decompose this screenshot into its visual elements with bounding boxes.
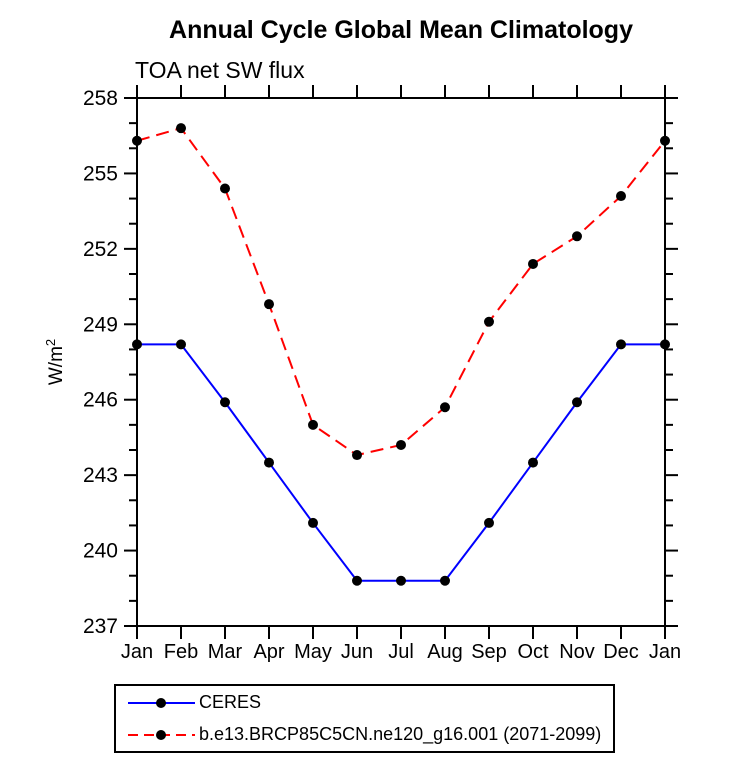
chart-title: Annual Cycle Global Mean Climatology <box>169 16 633 44</box>
data-point-marker <box>132 135 142 146</box>
x-tick-label: Aug <box>427 641 463 663</box>
data-point-marker <box>264 457 274 468</box>
x-tick-label: Jul <box>388 641 414 663</box>
x-tick-label: May <box>294 641 332 663</box>
data-point-marker <box>660 339 670 350</box>
y-tick-label: 246 <box>83 389 118 412</box>
y-tick-label: 255 <box>83 162 118 185</box>
data-point-marker <box>572 231 582 242</box>
x-tick-label: Nov <box>559 641 595 663</box>
legend-box: CERES b.e13.BRCP85C5CN.ne120_g16.001 (20… <box>114 684 615 753</box>
data-point-marker <box>484 517 494 528</box>
data-point-marker <box>176 123 186 134</box>
data-point-marker <box>484 316 494 327</box>
ceres-line-sample-icon <box>128 697 195 708</box>
data-point-marker <box>264 299 274 310</box>
data-point-marker <box>308 517 318 528</box>
data-point-marker <box>440 402 450 413</box>
legend-entry-model: b.e13.BRCP85C5CN.ne120_g16.001 (2071-209… <box>121 719 613 751</box>
data-point-marker <box>220 397 230 408</box>
chart-subtitle: TOA net SW flux <box>135 57 305 83</box>
legend-entry-ceres: CERES <box>121 687 613 719</box>
data-point-marker <box>572 397 582 408</box>
y-tick-label: 258 <box>83 87 118 110</box>
x-tick-label: Feb <box>164 641 198 663</box>
data-point-marker <box>220 183 230 194</box>
x-tick-label: Dec <box>603 641 639 663</box>
data-point-marker <box>308 419 318 430</box>
y-tick-label: 237 <box>83 615 118 638</box>
series-line-model <box>136 127 666 457</box>
data-point-marker <box>132 339 142 350</box>
y-axis-label: W/m2 <box>43 339 67 385</box>
data-point-marker <box>440 575 450 586</box>
y-tick-label: 252 <box>83 238 118 261</box>
data-point-marker <box>176 339 186 350</box>
data-point-marker <box>528 258 538 269</box>
data-point-marker <box>660 135 670 146</box>
data-point-marker <box>396 575 406 586</box>
y-tick-label: 243 <box>83 464 118 487</box>
data-point-marker <box>352 450 362 461</box>
y-tick-label: 249 <box>83 313 118 336</box>
data-point-marker <box>352 575 362 586</box>
data-point-marker <box>396 439 406 450</box>
x-tick-label: Mar <box>208 641 243 663</box>
data-point-marker <box>528 457 538 468</box>
x-tick-label: Jan <box>121 641 153 663</box>
y-tick-label: 240 <box>83 540 118 563</box>
series-line-ceres <box>137 343 665 582</box>
data-point-marker <box>616 339 626 350</box>
x-tick-label: Jan <box>649 641 681 663</box>
model-line-sample-icon <box>128 729 195 740</box>
legend-label-ceres: CERES <box>199 692 262 712</box>
x-tick-label: Sep <box>471 641 507 663</box>
x-tick-label: Jun <box>341 641 373 663</box>
data-point-marker <box>616 191 626 202</box>
legend-label-model: b.e13.BRCP85C5CN.ne120_g16.001 (2071-209… <box>199 724 602 744</box>
x-tick-label: Oct <box>517 641 549 663</box>
x-tick-label: Apr <box>253 641 284 663</box>
